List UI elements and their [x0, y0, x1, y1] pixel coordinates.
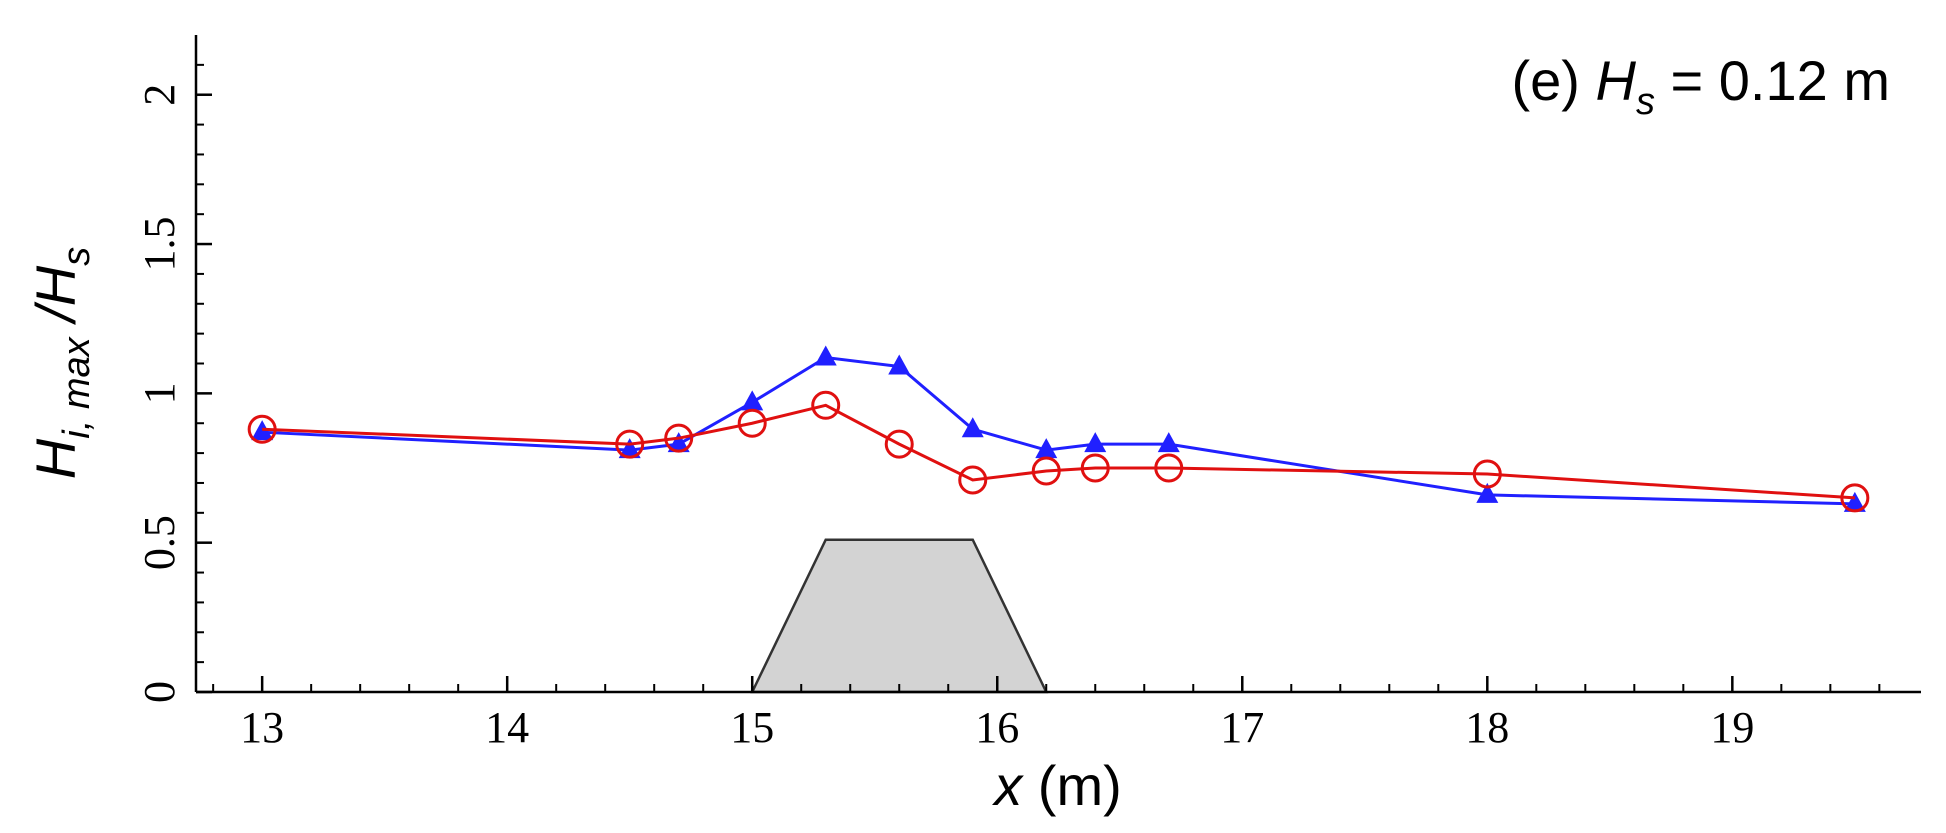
triangle-marker: [667, 432, 690, 453]
x-tick-label: 14: [485, 703, 529, 752]
series-line: [262, 355, 1855, 506]
circle-marker: [615, 429, 645, 459]
y-tick-label: 0: [135, 681, 184, 703]
circle-marker: [1472, 459, 1502, 489]
triangle-marker: [1035, 438, 1058, 459]
y-tick-label: 1.5: [135, 217, 184, 272]
triangle-marker: [1843, 491, 1866, 512]
circle-marker: [1031, 456, 1061, 486]
circle-marker: [1840, 483, 1870, 513]
x-axis-label: x (m): [991, 754, 1122, 817]
series-line: [262, 403, 1855, 500]
circle-marker: [1154, 453, 1184, 483]
triangle-marker: [618, 438, 641, 459]
triangle-marker: [1157, 432, 1180, 453]
circle-marker: [811, 390, 841, 420]
structure: [750, 538, 1049, 694]
triangle-marker: [961, 417, 984, 438]
circle-marker: [884, 429, 914, 459]
circle-marker: [958, 465, 988, 495]
circle-marker: [664, 423, 694, 453]
x-tick-label: 17: [1220, 703, 1264, 752]
x-tick-label: 19: [1710, 703, 1754, 752]
x-tick-label: 18: [1465, 703, 1509, 752]
y-axis-label: Hi, max /Hs: [24, 247, 98, 479]
triangle-marker: [741, 390, 764, 411]
circle-marker: [247, 414, 277, 444]
y-tick-label: 0.5: [135, 515, 184, 570]
y-tick-label: 1: [135, 382, 184, 404]
triangle-marker: [888, 354, 911, 375]
circle-marker: [1080, 453, 1110, 483]
y-tick-label: 2: [135, 84, 184, 106]
x-tick-label: 15: [730, 703, 774, 752]
triangle-marker: [1084, 432, 1107, 453]
x-tick-label: 16: [975, 703, 1019, 752]
annotation: (e) Hs = 0.12 m: [1512, 49, 1890, 123]
x-tick-label: 13: [240, 703, 284, 752]
circle-marker: [737, 408, 767, 438]
triangle-marker: [1476, 482, 1499, 503]
triangle-marker: [814, 345, 837, 366]
